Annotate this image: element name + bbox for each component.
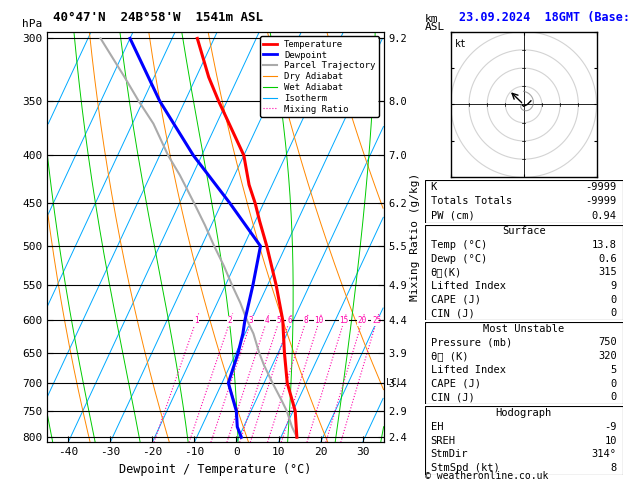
Text: Totals Totals: Totals Totals: [430, 196, 512, 207]
Text: SREH: SREH: [430, 435, 455, 446]
Text: 0.6: 0.6: [598, 254, 617, 264]
Text: 4: 4: [264, 316, 269, 326]
Text: 3: 3: [249, 316, 253, 326]
Text: Dewp (°C): Dewp (°C): [430, 254, 487, 264]
Y-axis label: Mixing Ratio (g/kg): Mixing Ratio (g/kg): [410, 173, 420, 301]
Text: 315: 315: [598, 267, 617, 278]
Text: 10: 10: [314, 316, 324, 326]
Text: 0: 0: [611, 379, 617, 389]
Text: 0: 0: [611, 309, 617, 318]
Text: 0: 0: [611, 295, 617, 305]
Text: CAPE (J): CAPE (J): [430, 379, 481, 389]
Text: 320: 320: [598, 351, 617, 361]
Text: hPa: hPa: [22, 19, 42, 29]
Text: 2: 2: [228, 316, 233, 326]
Text: 6: 6: [287, 316, 292, 326]
Text: θᴄ(K): θᴄ(K): [430, 267, 462, 278]
Text: 9: 9: [611, 281, 617, 291]
Text: 15: 15: [340, 316, 348, 326]
Text: km: km: [425, 14, 438, 24]
X-axis label: Dewpoint / Temperature (°C): Dewpoint / Temperature (°C): [120, 463, 311, 476]
Text: © weatheronline.co.uk: © weatheronline.co.uk: [425, 471, 548, 481]
Text: Most Unstable: Most Unstable: [483, 324, 564, 333]
Text: -9999: -9999: [586, 196, 617, 207]
Text: 40°47'N  24B°58'W  1541m ASL: 40°47'N 24B°58'W 1541m ASL: [53, 11, 264, 24]
Text: EH: EH: [430, 422, 443, 432]
Text: CIN (J): CIN (J): [430, 393, 474, 402]
Text: 8: 8: [611, 463, 617, 473]
Text: Temp (°C): Temp (°C): [430, 240, 487, 250]
Text: ASL: ASL: [425, 21, 445, 32]
Text: CIN (J): CIN (J): [430, 309, 474, 318]
Text: Lifted Index: Lifted Index: [430, 281, 506, 291]
Text: 8: 8: [304, 316, 308, 326]
Text: 25: 25: [372, 316, 381, 326]
Text: 0: 0: [611, 393, 617, 402]
Text: 5: 5: [611, 365, 617, 375]
Text: 20: 20: [358, 316, 367, 326]
Text: 13.8: 13.8: [592, 240, 617, 250]
Text: 1: 1: [194, 316, 198, 326]
Text: 314°: 314°: [592, 450, 617, 459]
Text: 750: 750: [598, 337, 617, 347]
Text: CAPE (J): CAPE (J): [430, 295, 481, 305]
Text: -9999: -9999: [586, 182, 617, 192]
Text: 23.09.2024  18GMT (Base: 18): 23.09.2024 18GMT (Base: 18): [459, 11, 629, 24]
Legend: Temperature, Dewpoint, Parcel Trajectory, Dry Adiabat, Wet Adiabat, Isotherm, Mi: Temperature, Dewpoint, Parcel Trajectory…: [260, 36, 379, 117]
Text: kt: kt: [454, 39, 466, 49]
Text: PW (cm): PW (cm): [430, 211, 474, 221]
Text: K: K: [430, 182, 437, 192]
Text: LCL: LCL: [386, 379, 402, 387]
Text: Hodograph: Hodograph: [496, 408, 552, 418]
Text: Surface: Surface: [502, 226, 545, 236]
Text: StmDir: StmDir: [430, 450, 468, 459]
Text: 0.94: 0.94: [592, 211, 617, 221]
Text: θᴄ (K): θᴄ (K): [430, 351, 468, 361]
Text: Lifted Index: Lifted Index: [430, 365, 506, 375]
Text: -9: -9: [604, 422, 617, 432]
Text: StmSpd (kt): StmSpd (kt): [430, 463, 499, 473]
Text: 5: 5: [277, 316, 281, 326]
Text: 10: 10: [604, 435, 617, 446]
Text: Pressure (mb): Pressure (mb): [430, 337, 512, 347]
